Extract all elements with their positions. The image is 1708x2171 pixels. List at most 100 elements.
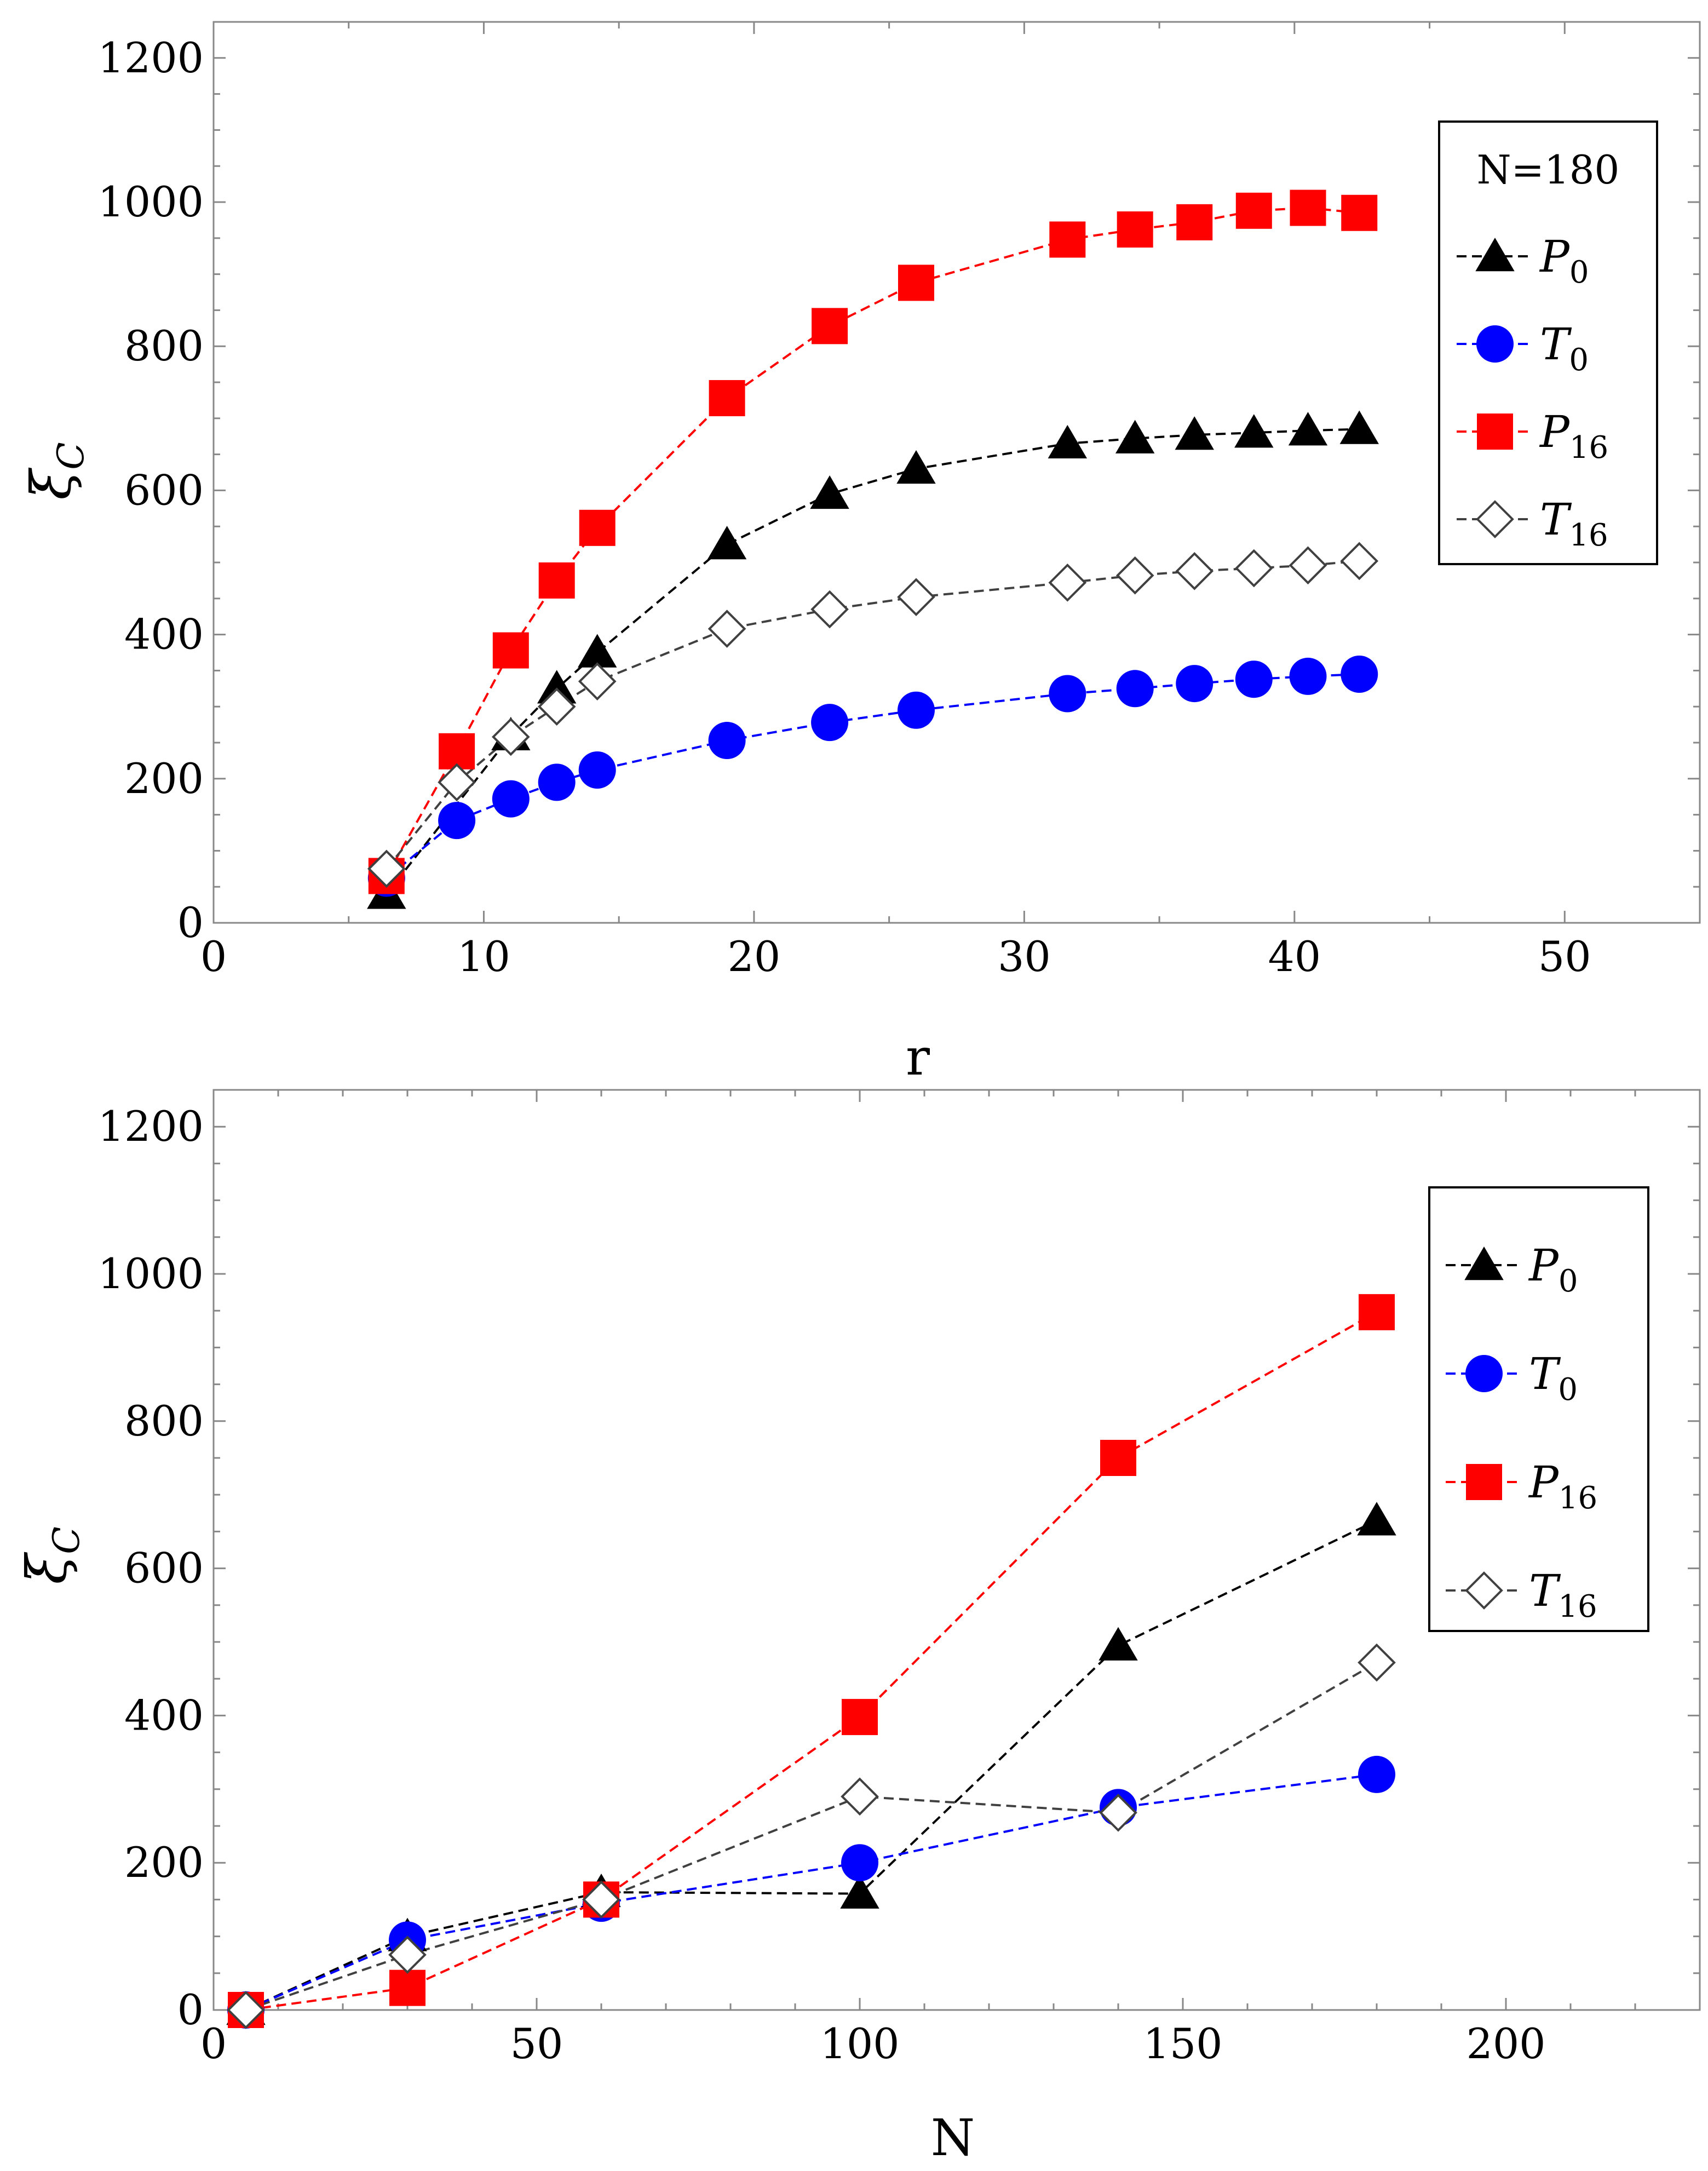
data-point-T16: [227, 1991, 265, 2029]
data-point-T16: [841, 1777, 879, 1816]
legend-label: T16: [1540, 494, 1608, 553]
data-point-P16: [1235, 192, 1272, 229]
data-point-T16: [367, 849, 406, 888]
data-point-T16: [810, 590, 849, 629]
top-chart-panel: 0 10 20 30 40 50 0 200 400 600 800 1000 1200 r ξC N=…: [19, 21, 1701, 1087]
data-point-T0: [1116, 670, 1154, 708]
data-point-P0: [896, 450, 936, 484]
x-tick-label: 0: [200, 932, 227, 981]
data-point-T0: [841, 1844, 878, 1882]
legend-label: T0: [1529, 1348, 1578, 1408]
data-point-T16: [537, 687, 576, 726]
data-point-P16: [709, 380, 745, 416]
data-point-P16: [1341, 194, 1378, 231]
y-tick-label: 200: [124, 754, 204, 803]
data-point-T0: [1176, 665, 1214, 703]
data-point-P0: [1288, 412, 1328, 446]
svg-text:ξC: ξC: [15, 1526, 88, 1584]
data-point-P0: [1048, 424, 1088, 459]
data-point-P0: [1357, 1502, 1396, 1536]
y-tick-label: 600: [124, 466, 204, 514]
data-point-T0: [1235, 661, 1273, 698]
y-tick-label: 0: [177, 898, 204, 947]
svg-text:ξC: ξC: [19, 442, 92, 500]
data-point-P16: [1359, 1294, 1395, 1330]
legend-marker-T16: [1465, 1571, 1503, 1610]
bottom-chart-panel: 0 50 100 150 200 0 200 400 600 800 1000 1200 N ξC P…: [15, 1089, 1701, 2167]
data-point-P0: [1099, 1627, 1138, 1661]
data-point-T0: [811, 704, 849, 742]
y-tick-label: 0: [177, 1985, 204, 2034]
plot-frame: [212, 1089, 1701, 2011]
data-point-P0: [1234, 414, 1274, 448]
data-point-P0: [840, 1875, 879, 1909]
y-tick-label: 800: [124, 1397, 204, 1445]
data-point-T16: [1340, 542, 1379, 581]
legend: P0 T0 P16 T16: [1428, 1186, 1649, 1632]
data-point-P0: [1339, 410, 1379, 444]
series-line-T0: [245, 1773, 1377, 2011]
data-point-P16: [1100, 1440, 1136, 1476]
data-point-T16: [438, 763, 476, 802]
data-point-T0: [1358, 1755, 1395, 1793]
x-axis-label: N: [931, 2109, 975, 2167]
legend-marker-P16: [1477, 413, 1513, 450]
y-tick-label: 800: [124, 321, 204, 370]
data-point-P16: [1049, 221, 1086, 258]
x-tick-label: 40: [1268, 932, 1321, 981]
data-point-T16: [1358, 1643, 1396, 1682]
y-axis-label: ξC: [15, 1526, 88, 1584]
data-point-P0: [1175, 416, 1214, 450]
data-point-T0: [578, 751, 616, 789]
legend-label: P16: [1528, 1457, 1597, 1516]
data-point-P16: [812, 308, 848, 344]
x-axis-label: r: [906, 1028, 930, 1087]
legend-marker-T0: [1465, 1355, 1503, 1392]
data-point-T0: [708, 722, 746, 760]
y-tick-label: 1200: [98, 33, 204, 82]
data-point-T16: [1048, 564, 1087, 602]
legend-label: P0: [1528, 1240, 1578, 1299]
data-point-T16: [578, 662, 617, 700]
legend-entry-P0: P0: [1446, 1240, 1578, 1299]
legend-entry-P16: P16: [1446, 1457, 1597, 1516]
data-point-P16: [1176, 204, 1213, 240]
data-point-P0: [707, 526, 747, 560]
legend-entry-P0: P0: [1457, 231, 1589, 290]
y-tick-label: 400: [124, 610, 204, 659]
y-tick-label: 400: [124, 1691, 204, 1739]
legend-marker-T0: [1476, 325, 1514, 363]
x-tick-label: 30: [998, 932, 1051, 981]
x-tick-label: 50: [510, 2019, 563, 2068]
legend-marker-P16: [1466, 1464, 1502, 1500]
y-tick-label: 600: [124, 1544, 204, 1593]
x-tick-label: 150: [1143, 2019, 1222, 2068]
series-line-P16: [245, 1311, 1377, 2011]
legend-marker-P0: [1464, 1247, 1504, 1280]
legend-label: T0: [1540, 319, 1589, 378]
data-point-T16: [1234, 549, 1273, 588]
data-point-P16: [842, 1699, 878, 1736]
y-tick-label: 200: [124, 1838, 204, 1887]
y-tick-label: 1000: [98, 177, 204, 226]
plot-frame: [212, 21, 1701, 924]
x-tick-label: 100: [820, 2019, 899, 2068]
data-point-P0: [1115, 420, 1155, 453]
y-tick-label: 1000: [98, 1249, 204, 1298]
x-tick-label: 0: [200, 2019, 227, 2068]
data-point-T0: [438, 802, 476, 840]
data-point-P16: [1290, 189, 1326, 226]
data-point-T16: [1115, 556, 1154, 595]
y-axis-label: ξC: [19, 442, 92, 500]
data-point-P16: [492, 632, 529, 669]
data-point-T16: [708, 610, 746, 648]
legend-entry-T16: T16: [1446, 1565, 1597, 1624]
legend-title: N=180: [1477, 147, 1620, 193]
data-point-T0: [538, 763, 576, 801]
x-tick-label: 20: [728, 932, 781, 981]
data-point-T0: [492, 780, 530, 818]
data-point-T16: [897, 578, 935, 616]
data-point-T16: [491, 717, 530, 756]
data-point-T0: [897, 691, 935, 729]
legend-entry-T0: T0: [1457, 319, 1589, 378]
